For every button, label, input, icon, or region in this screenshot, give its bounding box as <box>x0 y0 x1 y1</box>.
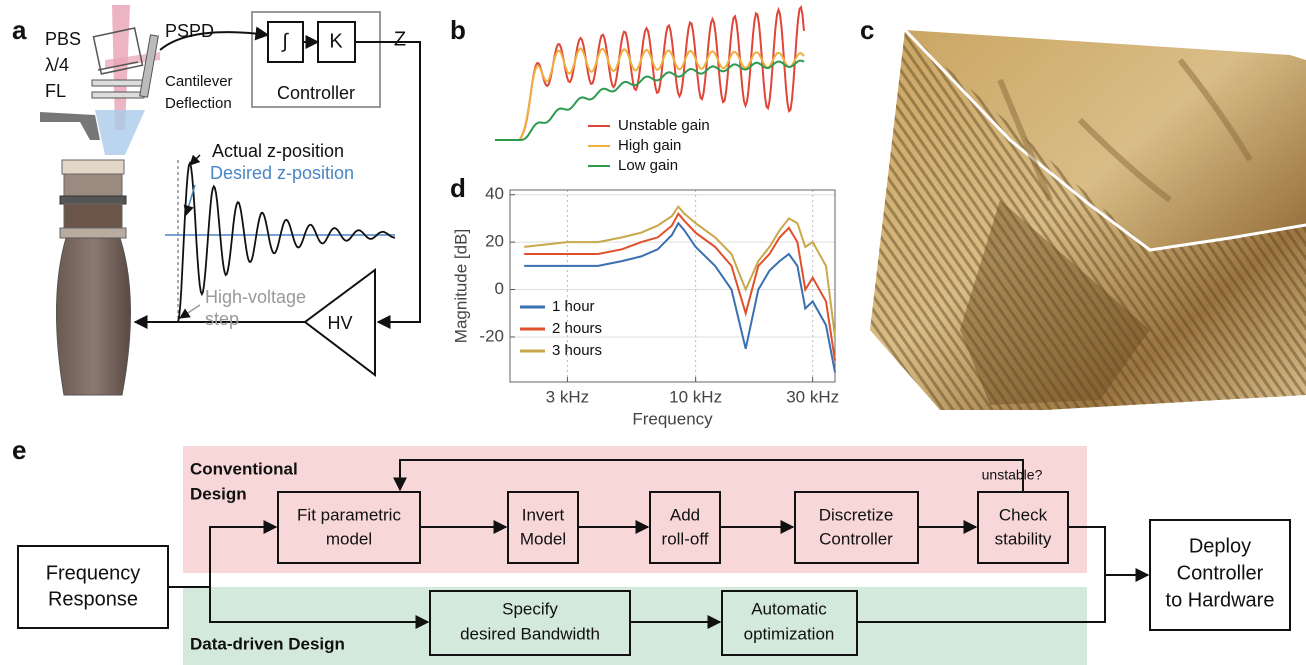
panel-label: b <box>450 15 466 45</box>
legend-label: 3 hours <box>552 342 602 359</box>
label: model <box>326 529 372 548</box>
label: λ/4 <box>45 55 69 75</box>
label: Data-driven Design <box>190 634 345 653</box>
afm-surface <box>870 30 1306 410</box>
label: unstable? <box>982 467 1043 483</box>
y-tick-label: 40 <box>485 184 504 203</box>
label: Controller <box>1177 562 1264 584</box>
label: Frequency <box>46 562 141 584</box>
label: stability <box>995 529 1052 548</box>
label: HV <box>327 313 352 333</box>
label: step <box>205 309 239 329</box>
panel-label: e <box>12 435 26 465</box>
legend-label: Unstable gain <box>618 117 710 134</box>
label: Controller <box>819 529 893 548</box>
label: Deflection <box>165 95 232 112</box>
label: Desired z-position <box>210 163 354 183</box>
label: PSPD <box>165 21 214 41</box>
figure: a b c d e PBS λ/4 FL PSPD Cantilever Deflection ∫ K C… <box>0 0 1306 665</box>
label: Conventional <box>190 459 298 478</box>
label: Invert <box>522 505 565 524</box>
panel-label: c <box>860 15 874 45</box>
label: FL <box>45 81 66 101</box>
label: Automatic <box>751 599 827 618</box>
x-tick-label: 10 kHz <box>669 387 722 406</box>
label: Design <box>190 484 247 503</box>
label: PBS <box>45 29 81 49</box>
label: Fit parametric <box>297 505 401 524</box>
label: Deploy <box>1189 535 1251 557</box>
label: roll-off <box>662 529 709 548</box>
series-line <box>524 214 835 361</box>
label: Model <box>520 529 566 548</box>
label: Specify <box>502 599 558 618</box>
label: K <box>329 30 343 52</box>
label: Response <box>48 588 138 610</box>
y-tick-label: -20 <box>479 326 504 345</box>
label: to Hardware <box>1166 589 1275 611</box>
legend-label: High gain <box>618 137 681 154</box>
y-axis-label: Magnitude [dB] <box>451 229 470 343</box>
label: ∫ <box>281 30 289 52</box>
label: High-voltage <box>205 287 306 307</box>
label: Add <box>670 505 700 524</box>
label: Controller <box>277 83 355 103</box>
label: Actual z-position <box>212 141 344 161</box>
y-tick-label: 20 <box>485 232 504 251</box>
label: desired Bandwidth <box>460 624 600 643</box>
legend-label: 2 hours <box>552 320 602 337</box>
x-tick-label: 3 kHz <box>546 387 589 406</box>
flow-diagram <box>18 446 1290 665</box>
x-axis-label: Frequency <box>632 409 713 428</box>
controller-diagram <box>135 12 420 375</box>
x-tick-label: 30 kHz <box>786 387 839 406</box>
label: Z <box>394 28 406 50</box>
legend-label: Low gain <box>618 157 678 174</box>
panel-label: d <box>450 173 466 203</box>
panel-label: a <box>12 15 27 45</box>
label: optimization <box>744 624 835 643</box>
legend-label: 1 hour <box>552 298 595 315</box>
label: Check <box>999 505 1048 524</box>
y-tick-label: 0 <box>495 279 504 298</box>
label: Cantilever <box>165 73 233 90</box>
label: Discretize <box>819 505 894 524</box>
